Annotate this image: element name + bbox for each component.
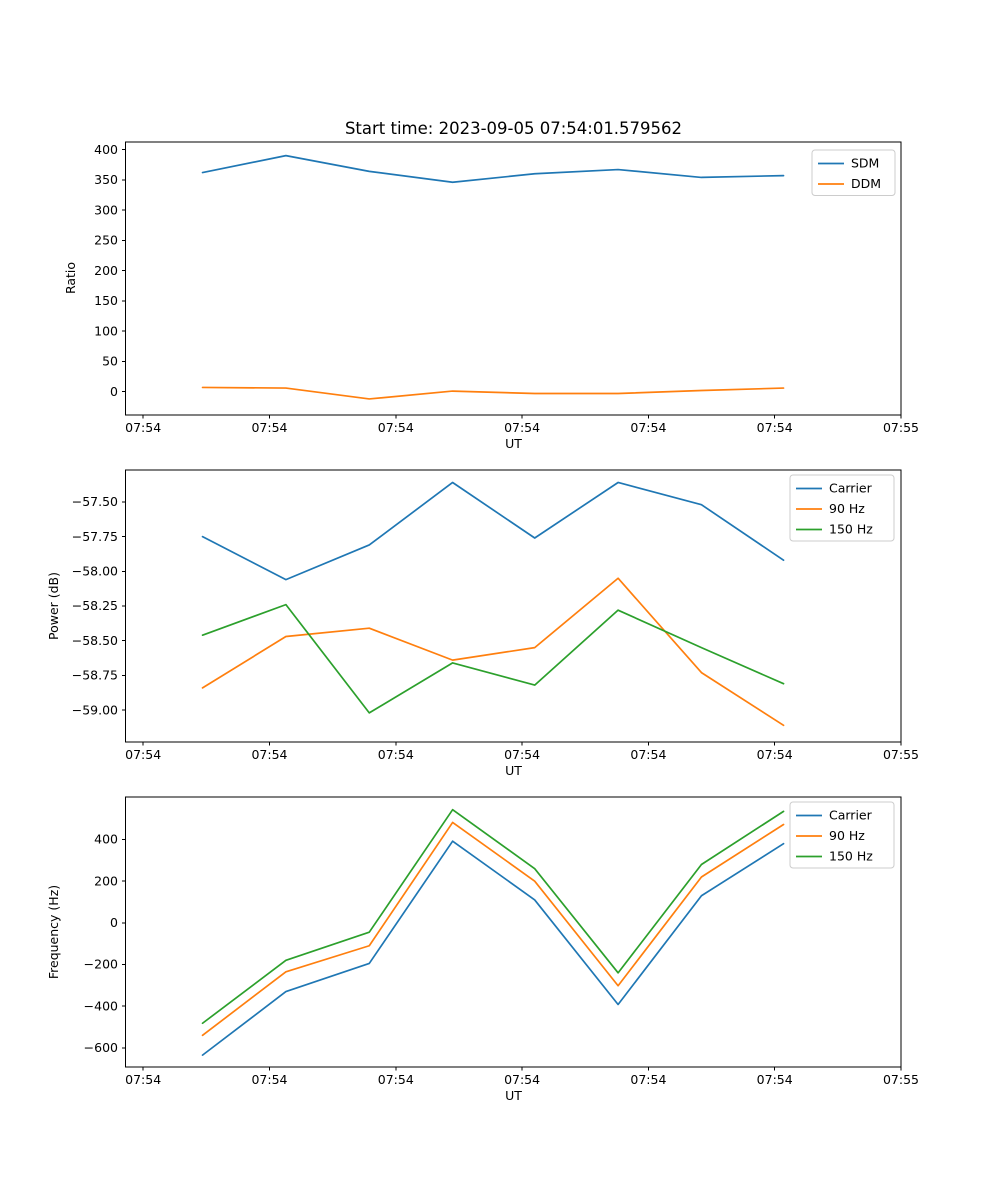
legend-box <box>789 474 895 542</box>
plot-border <box>125 141 902 416</box>
legend-box <box>789 801 895 869</box>
y-tick-label: 100 <box>94 323 118 338</box>
y-tick-label: 200 <box>94 873 118 888</box>
y-tick-label: 400 <box>94 142 118 157</box>
x-tick-label: 07:54 <box>125 1072 161 1087</box>
x-tick-label: 07:54 <box>504 747 540 762</box>
legend-label-carrier: Carrier <box>829 481 873 496</box>
x-tick-label: 07:54 <box>504 1072 540 1087</box>
y-axis-label-ratio: Ratio <box>63 261 78 295</box>
y-tick-label: 150 <box>94 293 118 308</box>
x-tick-label: 07:54 <box>125 747 161 762</box>
series-line-90-hz <box>201 821 785 1037</box>
y-tick-label: −600 <box>84 1040 118 1055</box>
y-tick-label: 0 <box>110 384 118 399</box>
x-tick-label: 07:54 <box>251 1072 287 1087</box>
x-tick-label: 07:55 <box>883 747 919 762</box>
y-tick-label: 400 <box>94 832 118 847</box>
y-tick-label: 250 <box>94 233 118 248</box>
y-tick-label: −200 <box>84 957 118 972</box>
x-tick-label: 07:54 <box>251 420 287 435</box>
x-axis-label-ratio: UT <box>505 436 522 451</box>
y-ticks: −59.00 −58.75 −58.50 −58.25 −58.00 −57.75 −57.… <box>72 494 126 717</box>
x-tick-label: 07:54 <box>378 420 414 435</box>
series-line-90-hz <box>201 577 785 727</box>
legend-label-90-hz: 90 Hz <box>829 501 865 516</box>
x-tick-label: 07:54 <box>757 747 793 762</box>
y-tick-label: 350 <box>94 172 118 187</box>
x-tick-label: 07:54 <box>251 747 287 762</box>
y-ticks: −600 −400 −200 0 200 400 <box>84 832 126 1055</box>
y-ticks: 0 50 100 150 200 250 300 350 400 <box>94 142 126 399</box>
y-tick-label: 0 <box>110 915 118 930</box>
series-line-150-hz <box>201 603 785 714</box>
series-line-150-hz <box>201 808 785 1025</box>
y-tick-label: 300 <box>94 202 118 217</box>
y-axis-label-frequency: Frequency (Hz) <box>46 884 61 980</box>
x-tick-label: 07:54 <box>378 747 414 762</box>
y-tick-label: 200 <box>94 263 118 278</box>
axes-frequency-hz: 07:54 07:54 07:54 07:54 07:54 07:54 07:55−600−… <box>84 796 919 1087</box>
y-tick-label: −58.00 <box>72 564 118 579</box>
x-axis-label-power: UT <box>505 763 522 778</box>
x-tick-label: 07:54 <box>504 420 540 435</box>
series-line-ddm <box>201 386 785 400</box>
series-line-carrier <box>201 481 785 581</box>
legend-label-sdm: SDM <box>851 156 879 171</box>
y-tick-label: −58.75 <box>72 668 118 683</box>
x-tick-label: 07:54 <box>757 1072 793 1087</box>
legend-label-carrier: Carrier <box>829 808 873 823</box>
axes-power-db: 07:54 07:54 07:54 07:54 07:54 07:54 07:55 −59.0… <box>72 469 919 762</box>
series-line-carrier <box>201 840 785 1056</box>
y-tick-label: −58.25 <box>72 598 118 613</box>
y-tick-label: −57.50 <box>72 494 118 509</box>
axes-ratio: 07:54 07:54 07:54 07:54 07:54 07:54 07:55 0 50 10… <box>94 141 919 435</box>
x-ticks: 07:54 07:54 07:54 07:54 07:54 07:54 07:55 <box>125 415 919 435</box>
y-tick-label: −57.75 <box>72 529 118 544</box>
plot-border <box>125 469 902 743</box>
legend-label-ddm: DDM <box>851 176 881 191</box>
legend-label-150-hz: 150 Hz <box>829 522 873 537</box>
x-tick-label: 07:54 <box>630 1072 666 1087</box>
legend-label-90-hz: 90 Hz <box>829 828 865 843</box>
x-ticks: 07:54 07:54 07:54 07:54 07:54 07:54 07:55 <box>125 1067 919 1087</box>
y-tick-label: −400 <box>84 998 118 1013</box>
x-tick-label: 07:54 <box>125 420 161 435</box>
plot-border <box>125 796 902 1068</box>
x-tick-label: 07:54 <box>630 420 666 435</box>
x-axis-label-frequency: UT <box>505 1088 522 1103</box>
x-tick-label: 07:55 <box>883 1072 919 1087</box>
y-tick-label: −59.00 <box>72 702 118 717</box>
legend: Carrier 90 Hz 150 Hz <box>789 801 895 869</box>
x-tick-label: 07:55 <box>883 420 919 435</box>
legend-label-150-hz: 150 Hz <box>829 849 873 864</box>
y-axis-label-power: Power (dB) <box>46 571 61 641</box>
legend: SDM DDM <box>811 149 896 196</box>
figure-title: Start time: 2023-09-05 07:54:01.579562 <box>344 119 683 138</box>
x-tick-label: 07:54 <box>757 420 793 435</box>
x-tick-label: 07:54 <box>378 1072 414 1087</box>
y-tick-label: 50 <box>102 354 118 369</box>
legend: Carrier 90 Hz 150 Hz <box>789 474 895 542</box>
series-line-sdm <box>201 154 785 184</box>
x-tick-label: 07:54 <box>630 747 666 762</box>
x-ticks: 07:54 07:54 07:54 07:54 07:54 07:54 07:55 <box>125 742 919 762</box>
y-tick-label: −58.50 <box>72 633 118 648</box>
